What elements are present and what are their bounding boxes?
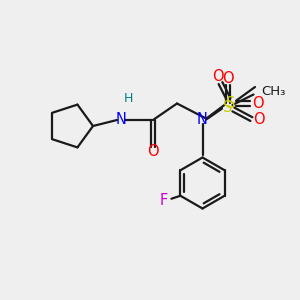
- Text: H: H: [123, 92, 133, 106]
- Text: CH₃: CH₃: [261, 85, 285, 98]
- Text: O: O: [222, 70, 234, 86]
- Text: O: O: [252, 96, 264, 111]
- Text: N: N: [116, 112, 127, 128]
- Text: O: O: [253, 112, 264, 128]
- Text: S: S: [226, 96, 236, 111]
- Text: F: F: [160, 193, 168, 208]
- Text: S: S: [223, 100, 233, 116]
- Text: O: O: [147, 144, 159, 159]
- Text: O: O: [212, 69, 223, 84]
- Text: N: N: [197, 112, 208, 128]
